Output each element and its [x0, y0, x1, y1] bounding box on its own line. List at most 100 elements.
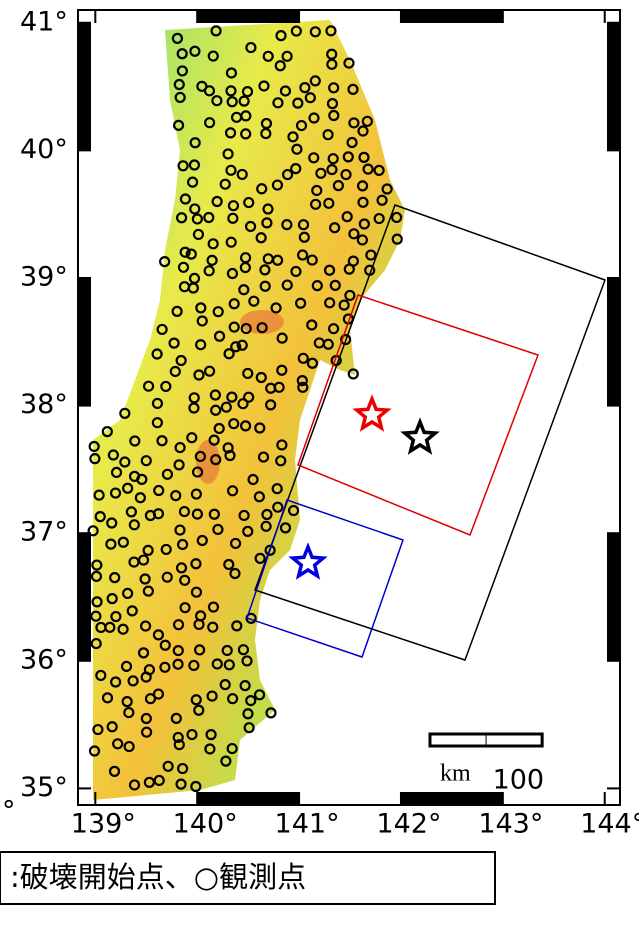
station	[225, 236, 237, 248]
station	[240, 128, 252, 140]
station	[212, 306, 224, 318]
station	[170, 712, 182, 724]
station	[173, 78, 185, 91]
station	[239, 680, 251, 692]
station	[324, 297, 336, 309]
station	[160, 543, 172, 556]
station	[245, 41, 257, 54]
station	[244, 220, 257, 233]
station	[159, 661, 171, 673]
station	[119, 407, 131, 419]
station	[134, 492, 146, 504]
station	[245, 694, 257, 707]
station	[203, 85, 216, 97]
station	[243, 391, 255, 403]
station	[220, 755, 232, 767]
station	[213, 422, 225, 435]
station	[109, 572, 121, 584]
station	[173, 459, 185, 471]
station	[112, 738, 124, 750]
station	[110, 610, 122, 623]
station	[298, 231, 310, 243]
station	[187, 176, 199, 188]
station	[186, 728, 198, 741]
station	[326, 98, 339, 110]
station	[106, 517, 118, 529]
station	[194, 644, 206, 656]
station	[290, 163, 302, 175]
station	[190, 780, 202, 793]
station	[211, 658, 223, 670]
station	[140, 712, 152, 725]
station	[173, 739, 185, 751]
y-tick-label: 35°	[20, 772, 68, 803]
station	[270, 302, 282, 314]
station	[195, 302, 207, 314]
station	[287, 131, 299, 143]
station	[323, 264, 336, 276]
station	[151, 397, 164, 410]
station	[297, 219, 310, 231]
station	[139, 573, 151, 585]
frame-bar	[400, 10, 503, 23]
station	[185, 248, 197, 260]
station	[296, 375, 308, 387]
station	[311, 280, 323, 292]
station	[189, 45, 201, 57]
station	[153, 484, 165, 497]
station	[189, 137, 201, 149]
station	[344, 289, 356, 302]
station	[262, 50, 274, 62]
station	[203, 211, 215, 224]
frame: 35° 36° 37° 38° 39° 40° 41° 139° 140° 141° 142° 143…	[20, 6, 639, 839]
frame-bar	[78, 22, 91, 151]
station	[120, 660, 133, 673]
station	[174, 91, 186, 104]
station	[95, 669, 107, 682]
station	[186, 432, 198, 444]
station	[196, 315, 208, 327]
station	[212, 523, 224, 536]
station	[346, 136, 358, 149]
station	[87, 525, 99, 537]
station	[391, 211, 403, 224]
legend-box	[0, 851, 496, 905]
station	[340, 168, 352, 181]
station	[196, 534, 208, 547]
station	[264, 544, 276, 556]
station	[91, 559, 103, 571]
frame-bar	[197, 792, 300, 805]
frame-bar	[197, 10, 300, 23]
station	[127, 675, 139, 687]
station	[281, 279, 293, 291]
station	[188, 659, 200, 672]
station	[240, 420, 252, 432]
station	[255, 232, 267, 244]
x-tick-label: 143°	[478, 809, 543, 840]
stars	[288, 394, 440, 580]
station	[193, 369, 205, 381]
station	[328, 82, 340, 94]
station	[209, 389, 221, 401]
station	[188, 159, 201, 171]
station	[329, 222, 341, 234]
station	[237, 644, 250, 656]
station	[108, 765, 121, 777]
station	[142, 380, 155, 392]
station	[140, 671, 152, 683]
station	[306, 319, 318, 331]
station	[143, 776, 155, 788]
station	[171, 32, 184, 44]
station	[236, 339, 248, 351]
station	[221, 644, 233, 657]
station	[191, 213, 203, 225]
station	[240, 322, 252, 335]
station	[226, 267, 239, 280]
station	[230, 341, 242, 353]
station	[343, 263, 355, 275]
station	[204, 117, 216, 129]
station	[276, 332, 288, 344]
station	[276, 364, 288, 376]
station	[203, 365, 216, 377]
station	[219, 178, 231, 190]
